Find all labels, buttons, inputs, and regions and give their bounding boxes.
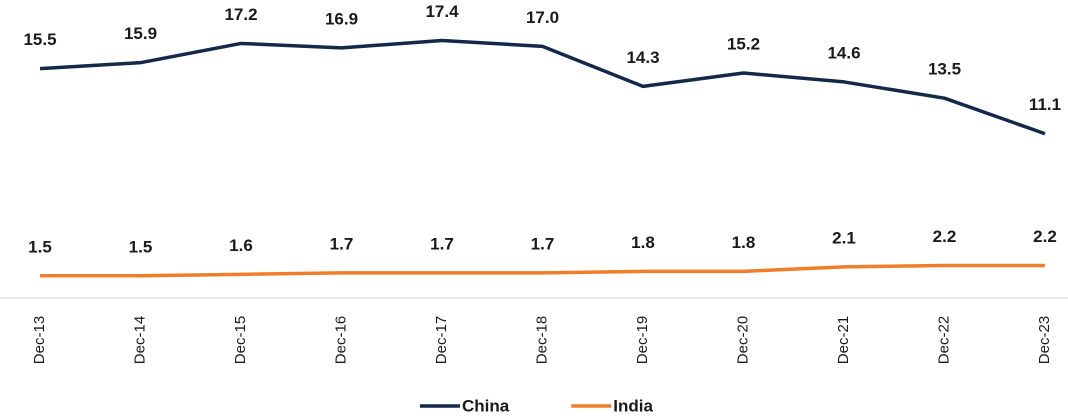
x-tick-label: Dec-23 (1036, 316, 1053, 364)
legend-label: China (462, 396, 510, 415)
data-label: 2.2 (1033, 227, 1057, 246)
data-label: 17.0 (526, 8, 559, 27)
data-label: 13.5 (928, 60, 961, 79)
series-line (39, 38, 1046, 136)
data-label: 1.6 (229, 236, 253, 255)
data-label: 1.8 (631, 233, 655, 252)
x-tick-label: Dec-14 (131, 316, 148, 364)
data-label: 1.8 (732, 233, 756, 252)
data-label: 1.5 (129, 237, 153, 256)
data-label: 15.9 (124, 24, 157, 43)
x-tick-label: Dec-17 (433, 316, 450, 364)
data-label: 16.9 (325, 9, 358, 28)
x-tick-label: Dec-19 (634, 316, 651, 364)
x-tick-label: Dec-15 (232, 316, 249, 364)
x-tick-label: Dec-20 (734, 316, 751, 364)
data-label: 17.2 (224, 5, 257, 24)
data-label: 15.5 (23, 30, 56, 49)
x-tick-label: Dec-18 (533, 316, 550, 364)
data-label: 1.7 (430, 234, 454, 253)
data-label: 1.7 (330, 234, 354, 253)
data-label: 11.1 (1029, 95, 1061, 114)
data-label: 14.6 (827, 43, 860, 62)
data-label: 1.7 (531, 234, 555, 253)
data-label: 14.3 (626, 48, 659, 67)
x-tick-label: Dec-16 (332, 316, 349, 364)
legend-label: India (613, 396, 653, 415)
x-tick-label: Dec-22 (935, 316, 952, 364)
series-line (40, 263, 1045, 278)
data-label: 15.2 (727, 35, 760, 54)
x-tick-label: Dec-13 (31, 316, 48, 364)
data-label: 2.1 (832, 228, 856, 247)
x-tick-label: Dec-21 (835, 316, 852, 364)
data-label: 1.5 (28, 237, 52, 256)
data-label: 17.4 (425, 2, 459, 21)
data-label: 2.2 (933, 227, 957, 246)
